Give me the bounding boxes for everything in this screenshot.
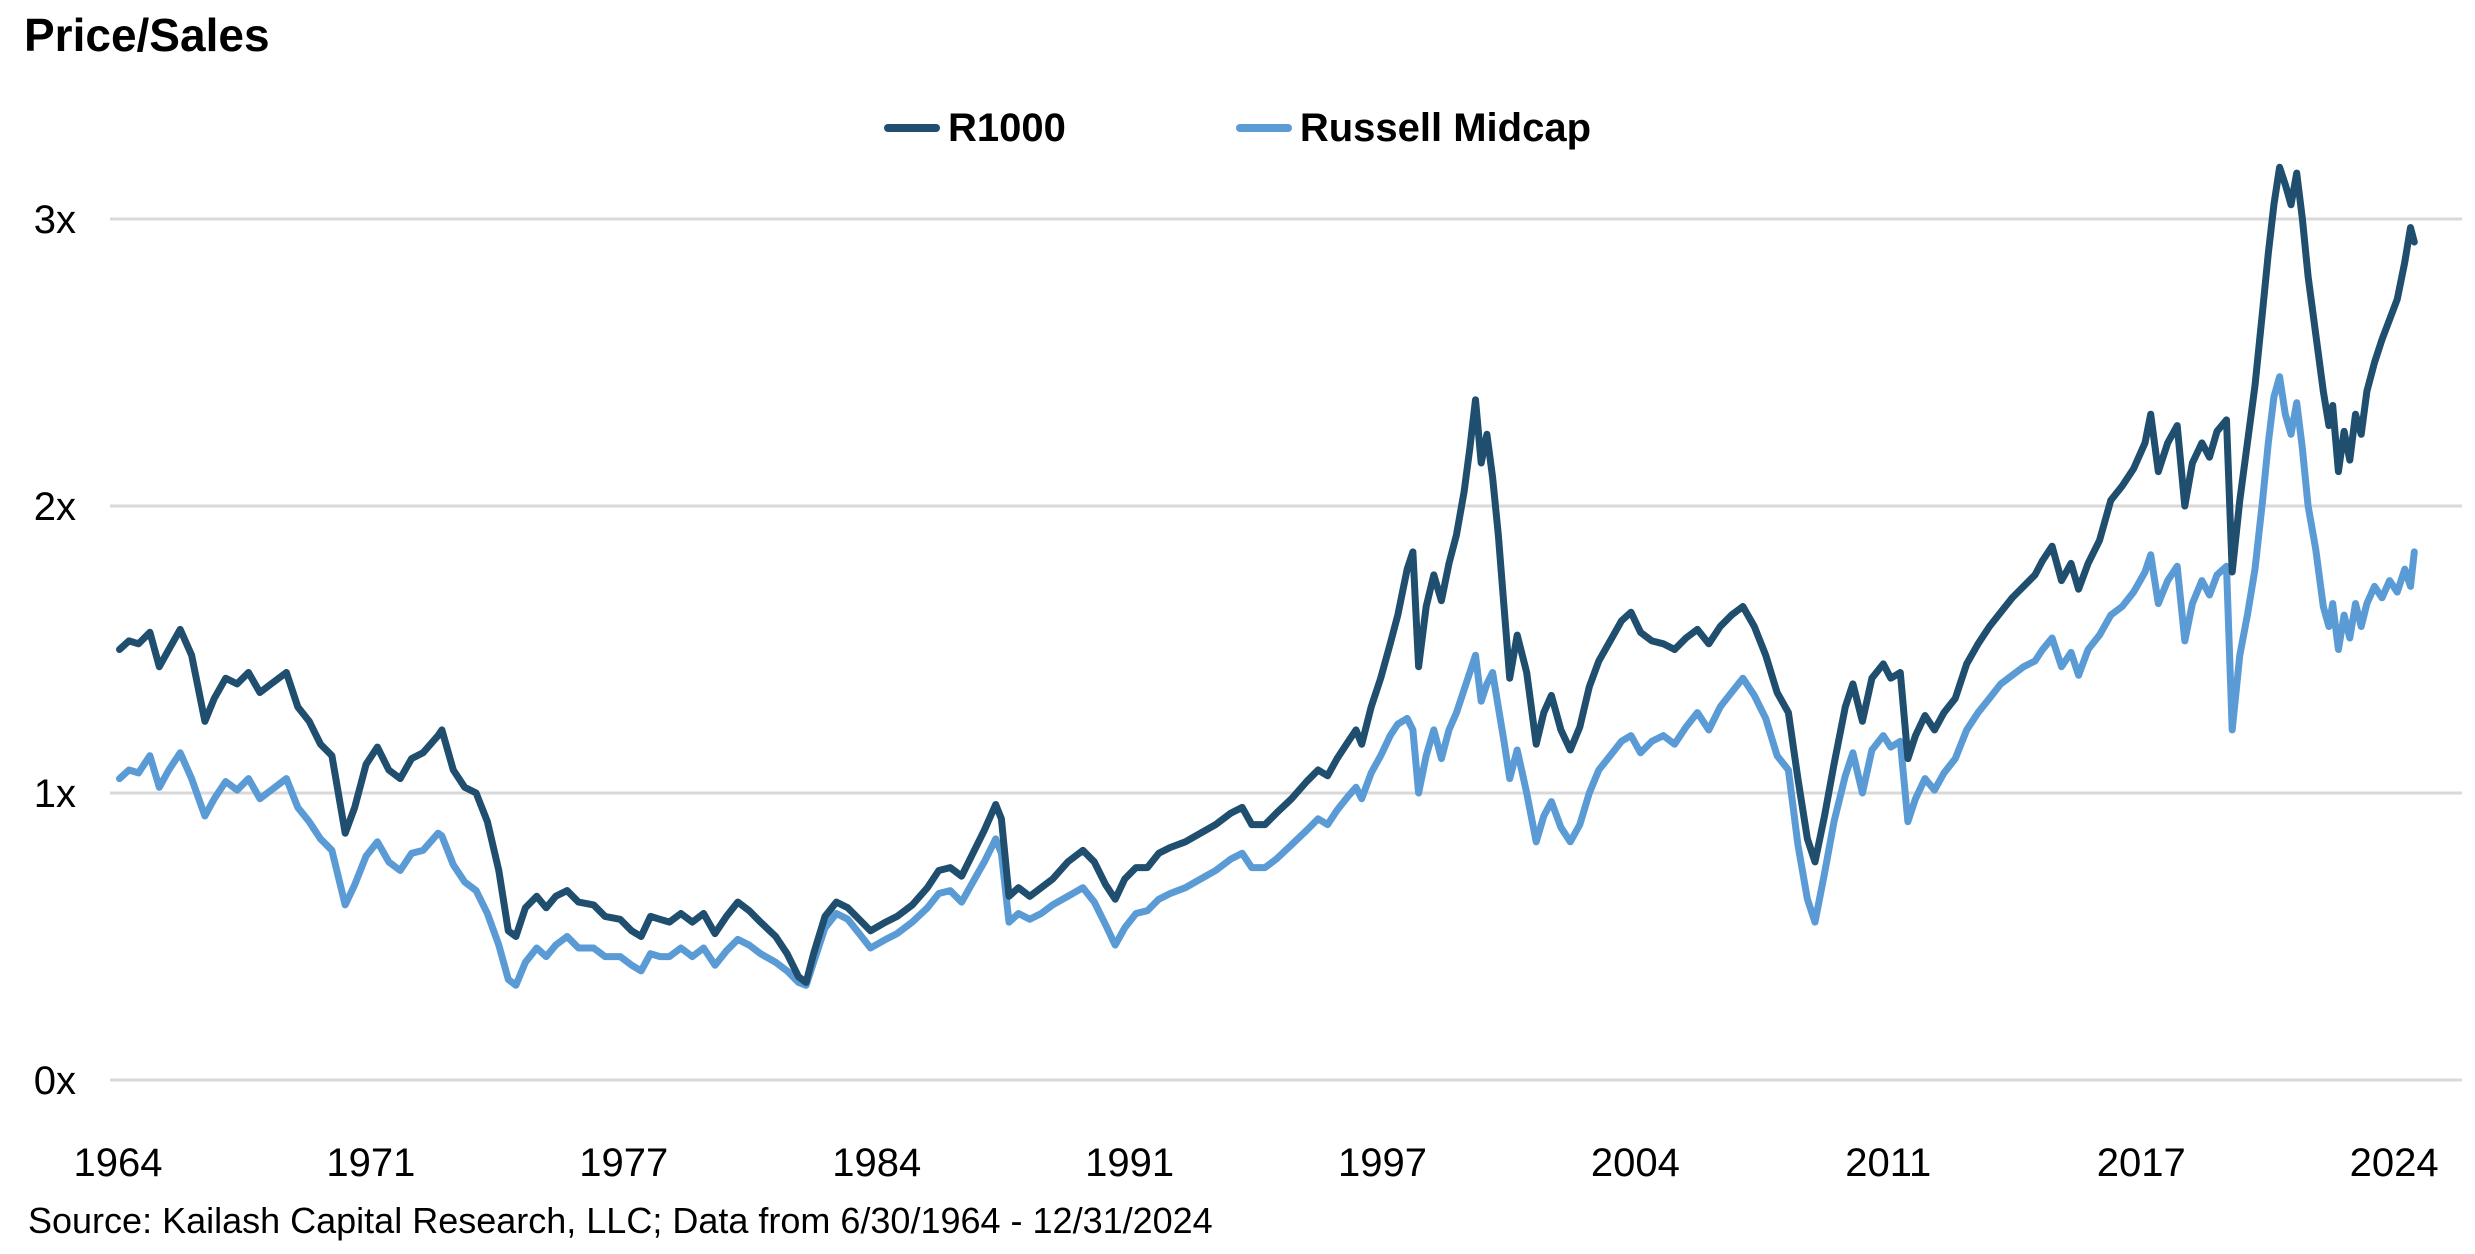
x-tick-label: 1964 bbox=[74, 1141, 163, 1185]
y-tick-label: 3x bbox=[34, 198, 76, 242]
y-tick-label: 0x bbox=[34, 1059, 76, 1103]
x-tick-label: 2024 bbox=[2350, 1141, 2439, 1185]
y-tick-label: 1x bbox=[34, 772, 76, 816]
chart-title: Price/Sales bbox=[24, 9, 270, 61]
russell-midcap-line bbox=[116, 373, 2418, 989]
source-note: Source: Kailash Capital Research, LLC; D… bbox=[28, 1200, 1213, 1241]
y-axis-labels: 0x 1x 2x 3x bbox=[34, 198, 76, 1103]
x-tick-label: 1984 bbox=[832, 1141, 921, 1185]
x-axis-labels: 1964 1971 1977 1984 1991 1997 2004 2011 2017 2024 bbox=[74, 1141, 2439, 1185]
y-tick-label: 2x bbox=[34, 485, 76, 529]
x-tick-label: 1977 bbox=[579, 1141, 668, 1185]
x-tick-label: 2011 bbox=[1845, 1141, 1931, 1185]
x-tick-label: 1997 bbox=[1338, 1141, 1427, 1185]
x-tick-label: 1991 bbox=[1085, 1141, 1174, 1185]
y-gridlines bbox=[110, 217, 2462, 1082]
x-tick-label: 2017 bbox=[2097, 1141, 2186, 1185]
x-tick-label: 2004 bbox=[1591, 1141, 1680, 1185]
r1000-line bbox=[116, 163, 2418, 986]
x-tick-label: 1971 bbox=[326, 1141, 415, 1185]
